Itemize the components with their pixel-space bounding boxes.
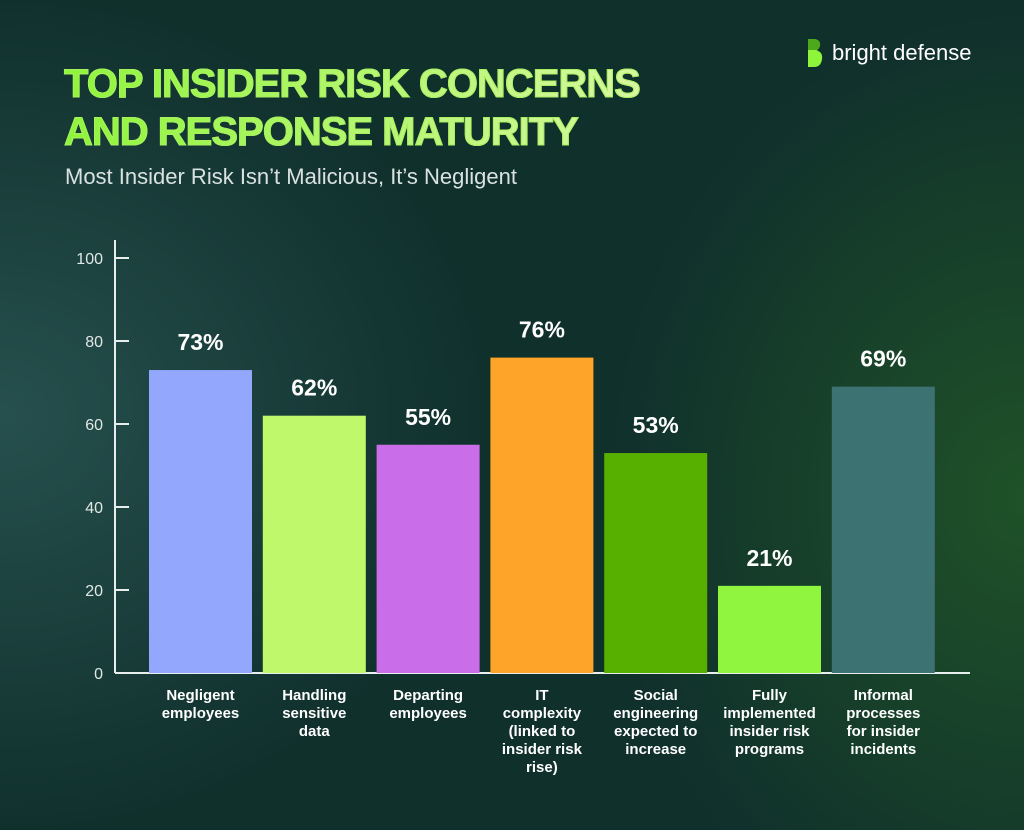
bar	[490, 357, 594, 673]
category-label: for insider	[847, 723, 921, 740]
title-line-1: TOP INSIDER RISK CONCERNS	[64, 62, 642, 107]
category-label: implemented	[723, 705, 816, 722]
bar	[604, 453, 708, 673]
y-tick-label: 40	[85, 500, 103, 517]
data-label: 73%	[177, 329, 223, 355]
data-label: 55%	[405, 404, 451, 430]
title-line-2: AND RESPONSE MATURITY	[64, 110, 580, 155]
bar	[718, 585, 821, 673]
category-label: Departing	[393, 687, 463, 704]
category-label: employees	[162, 705, 240, 722]
logo: bright defense	[806, 38, 971, 68]
y-tick-label: 0	[94, 666, 103, 683]
category-label: Handling	[282, 687, 346, 704]
category-label: rise)	[526, 759, 558, 776]
category-label: insider risk	[729, 723, 810, 740]
data-label: 62%	[291, 375, 337, 401]
y-tick-label: 20	[85, 583, 103, 600]
category-label: insider risk	[502, 741, 583, 758]
data-label: 53%	[633, 412, 679, 438]
page-title: TOP INSIDER RISK CONCERNS AND RESPONSE M…	[64, 60, 642, 156]
category-label: employees	[389, 705, 467, 722]
bar	[149, 370, 252, 673]
data-label: 76%	[519, 317, 565, 343]
category-label: Fully	[752, 687, 788, 704]
y-tick-label: 60	[85, 417, 103, 434]
category-label: Social	[634, 687, 678, 704]
category-label: data	[299, 723, 331, 740]
y-tick-label: 100	[76, 251, 103, 268]
category-label: processes	[846, 705, 920, 722]
bright-defense-logo-icon	[808, 39, 823, 67]
category-label: Informal	[854, 687, 913, 704]
y-tick-label: 80	[85, 334, 103, 351]
data-label: 69%	[860, 346, 906, 372]
logo-text: bright defense	[832, 40, 972, 65]
category-label: (linked to	[509, 723, 576, 740]
category-label: incidents	[850, 741, 916, 758]
data-label: 21%	[746, 545, 792, 571]
category-label: complexity	[503, 705, 582, 722]
category-label: sensitive	[282, 705, 346, 722]
category-label: programs	[735, 741, 804, 758]
category-label: expected to	[614, 723, 697, 740]
bar	[831, 386, 935, 673]
category-label: increase	[625, 741, 686, 758]
category-label: IT	[535, 687, 548, 704]
subtitle: Most Insider Risk Isn’t Malicious, It’s …	[65, 164, 517, 189]
bar	[262, 415, 366, 673]
category-label: engineering	[613, 705, 698, 722]
category-label: Negligent	[166, 687, 234, 704]
bar	[376, 444, 480, 673]
